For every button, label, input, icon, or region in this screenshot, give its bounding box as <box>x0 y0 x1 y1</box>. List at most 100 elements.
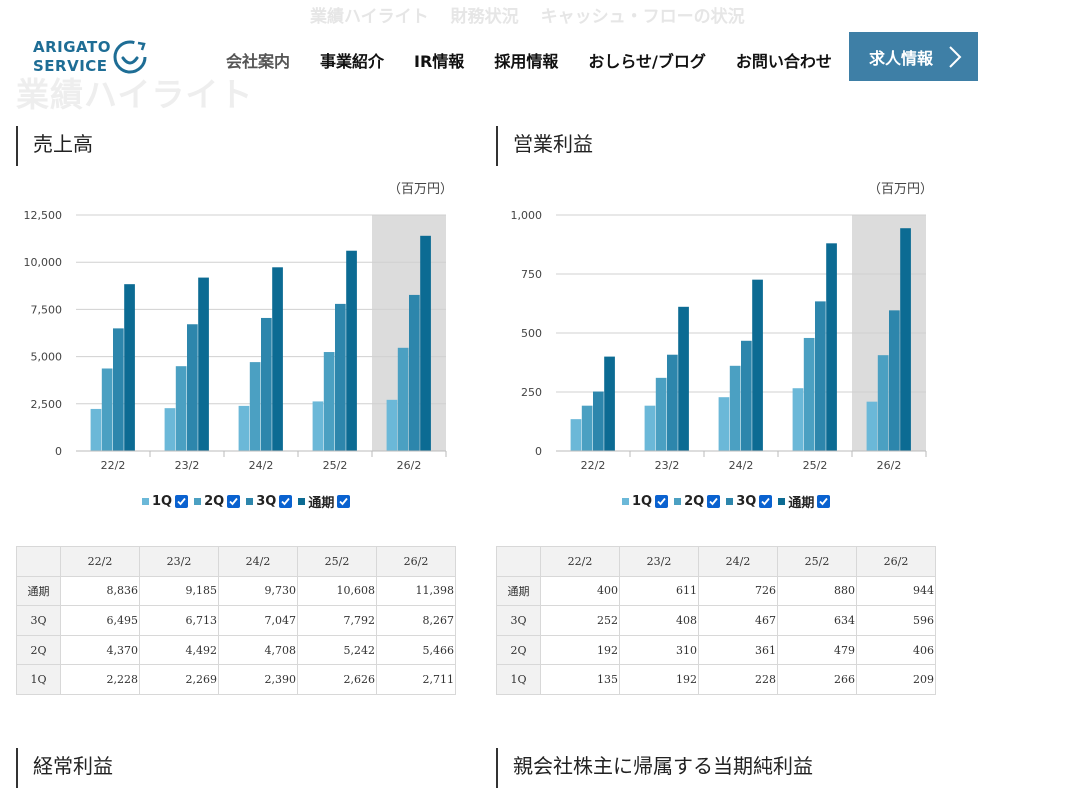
legend-checkbox-icon[interactable] <box>759 495 773 508</box>
legend-checkbox-icon[interactable] <box>655 495 669 508</box>
y-tick-label: 0 <box>55 445 62 458</box>
table-cell: 209 <box>856 664 936 695</box>
bar-通期-25/2 <box>826 243 837 451</box>
bar-通期-26/2 <box>900 228 911 451</box>
legend-swatch <box>778 498 786 505</box>
legend-checkbox-icon[interactable] <box>817 495 831 508</box>
legend-checkbox-icon[interactable] <box>227 495 241 508</box>
legend-swatch <box>194 498 202 505</box>
bar-通期-22/2 <box>604 356 615 451</box>
nav-company[interactable]: 会社案内 <box>226 52 291 71</box>
table-row-header: 1Q <box>496 664 541 695</box>
table-column-header: 22/2 <box>60 546 140 577</box>
legend-item-1Q[interactable]: 1Q <box>622 494 669 509</box>
nav-business[interactable]: 事業紹介 <box>320 52 385 71</box>
ghost-tab[interactable]: キャッシュ・フローの状況 <box>540 7 745 27</box>
legend-label: 2Q <box>684 494 705 509</box>
table-cell: 228 <box>698 664 778 695</box>
legend-checkbox-icon[interactable] <box>279 495 293 508</box>
bar-通期-26/2 <box>420 235 431 451</box>
x-tick-label: 22/2 <box>581 459 606 472</box>
nav-news-blog[interactable]: おしらせ/ブログ <box>588 52 706 71</box>
bar-通期-23/2 <box>678 306 689 451</box>
table-cell: 944 <box>856 575 936 607</box>
legend-item-3Q[interactable]: 3Q <box>726 494 773 509</box>
nav-contact[interactable]: お問い合わせ <box>735 52 832 71</box>
table-cell: 880 <box>777 575 857 607</box>
legend-swatch <box>298 498 306 505</box>
bar-3Q-22/2 <box>593 391 604 451</box>
bar-1Q-26/2 <box>386 399 398 451</box>
table-cell: 8,267 <box>376 605 456 636</box>
section-title-sales: 売上高 <box>16 126 93 166</box>
company-logo[interactable]: ARIGATO SERVICE <box>33 38 153 80</box>
x-tick-label: 22/2 <box>101 459 126 472</box>
bar-2Q-24/2 <box>729 365 741 451</box>
y-tick-label: 2,500 <box>31 398 63 411</box>
y-tick-label: 7,500 <box>31 303 63 316</box>
bar-通期-24/2 <box>272 267 283 451</box>
table-cell: 2,390 <box>218 664 298 695</box>
table-cell: 2,626 <box>297 664 377 695</box>
table-row-header: 3Q <box>16 605 61 636</box>
table-cell: 10,608 <box>297 575 377 607</box>
table-header-row: 22/2 23/2 24/2 25/2 26/2 <box>496 546 936 577</box>
bar-3Q-26/2 <box>409 294 420 451</box>
legend-checkbox-icon[interactable] <box>707 495 721 508</box>
legend-item-通期[interactable]: 通期 <box>298 492 351 511</box>
unit-label: （百万円） <box>868 182 934 197</box>
legend-swatch <box>622 498 629 505</box>
table-cell: 634 <box>777 605 857 636</box>
table-column-header: 23/2 <box>619 546 699 577</box>
bar-通期-24/2 <box>752 279 763 451</box>
operating-profit-chart: 1,000 750 500 250 0 22/2 23/2 24/2 25/2 26/2 <box>511 209 927 472</box>
legend-item-2Q[interactable]: 2Q <box>674 494 721 509</box>
operating-profit-chart-legend: 1Q 2Q 3Q 通期 <box>622 492 836 511</box>
legend-item-3Q[interactable]: 3Q <box>246 494 293 509</box>
table-cell: 135 <box>540 664 620 695</box>
bar-1Q-24/2 <box>238 405 250 451</box>
table-row-header: 通期 <box>16 575 61 607</box>
table-cell: 361 <box>698 634 778 666</box>
table-cell: 9,185 <box>139 575 219 607</box>
table-row-header: 2Q <box>16 634 61 666</box>
sales-table: 22/2 23/2 24/2 25/2 26/2 通期 8,836 9,185 9,730 10,… <box>16 546 456 695</box>
legend-item-1Q[interactable]: 1Q <box>142 494 189 509</box>
bar-2Q-26/2 <box>877 355 889 451</box>
table-cell: 406 <box>856 634 936 666</box>
bar-2Q-23/2 <box>175 366 187 451</box>
ghost-page-title: 業績ハイライト <box>16 75 254 114</box>
logo-swirl-icon <box>113 40 147 74</box>
x-tick-label: 23/2 <box>655 459 680 472</box>
x-tick-label: 25/2 <box>323 459 348 472</box>
job-listing-button[interactable]: 求人情報 <box>849 32 978 81</box>
legend-item-2Q[interactable]: 2Q <box>194 494 241 509</box>
sales-chart: 12,500 10,000 7,500 5,000 2,500 0 22/2 23/2 24/2… <box>24 209 447 472</box>
bar-1Q-22/2 <box>90 408 102 451</box>
nav-recruit[interactable]: 採用情報 <box>494 52 559 71</box>
bar-3Q-22/2 <box>113 328 124 451</box>
table-row: 1Q 2,228 2,269 2,390 2,626 2,711 <box>16 664 456 695</box>
y-tick-label: 10,000 <box>24 256 63 269</box>
unit-label: （百万円） <box>388 182 454 197</box>
legend-label: 通期 <box>308 496 335 511</box>
table-cell: 5,466 <box>376 634 456 666</box>
x-tick-label: 26/2 <box>877 459 902 472</box>
ghost-tab[interactable]: 業績ハイライト <box>310 7 429 27</box>
table-cell: 8,836 <box>60 575 140 607</box>
table-column-header: 25/2 <box>297 546 377 577</box>
bar-3Q-25/2 <box>335 303 346 451</box>
bar-3Q-24/2 <box>741 340 752 451</box>
table-cell: 4,492 <box>139 634 219 666</box>
legend-checkbox-icon[interactable] <box>175 495 189 508</box>
legend-checkbox-icon[interactable] <box>337 495 351 508</box>
table-column-header: 24/2 <box>218 546 298 577</box>
table-row: 3Q 6,495 6,713 7,047 7,792 8,267 <box>16 605 456 636</box>
nav-ir[interactable]: IR情報 <box>414 52 465 71</box>
legend-swatch <box>674 498 682 505</box>
legend-item-通期[interactable]: 通期 <box>778 492 831 511</box>
table-column-header: 23/2 <box>139 546 219 577</box>
ghost-tab[interactable]: 財務状況 <box>450 7 519 27</box>
legend-label: 3Q <box>736 494 757 509</box>
legend-label: 3Q <box>256 494 277 509</box>
